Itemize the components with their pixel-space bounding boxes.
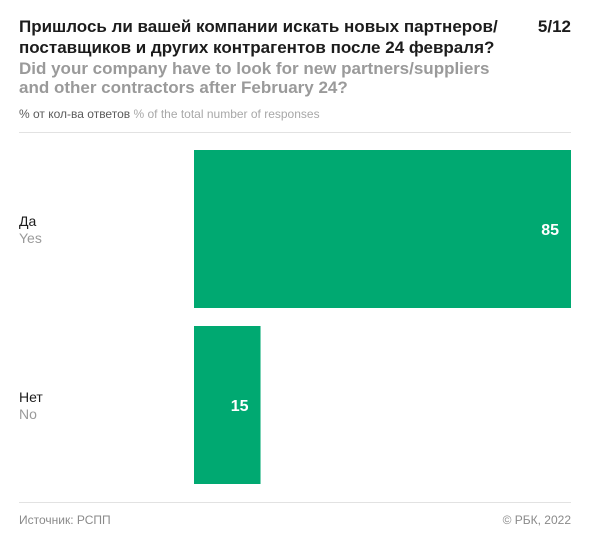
bar-yes <box>194 150 571 308</box>
bar-no <box>194 326 261 484</box>
category-label-no-en: No <box>19 406 37 422</box>
copyright: © РБК, 2022 <box>502 513 571 527</box>
category-label-no-ru: Нет <box>19 389 43 405</box>
bottom-divider <box>19 502 571 503</box>
source-note: Источник: РСПП <box>19 513 111 527</box>
units-note: % от кол-ва ответов % of the total numbe… <box>19 107 320 122</box>
units-note-en: % of the total number of responses <box>133 107 320 121</box>
units-note-ru: % от кол-ва ответов <box>19 107 131 121</box>
category-label-yes-ru: Да <box>19 213 36 229</box>
category-label-yes-en: Yes <box>19 230 42 246</box>
value-label-yes: 85 <box>541 222 559 239</box>
page-indicator: 5/12 <box>537 17 571 36</box>
chart-title-en: Did your company have to look for new pa… <box>19 59 490 97</box>
chart-title-ru: Пришлось ли вашей компании искать новых … <box>19 17 498 57</box>
top-divider <box>19 132 571 133</box>
value-label-no: 15 <box>231 398 249 415</box>
